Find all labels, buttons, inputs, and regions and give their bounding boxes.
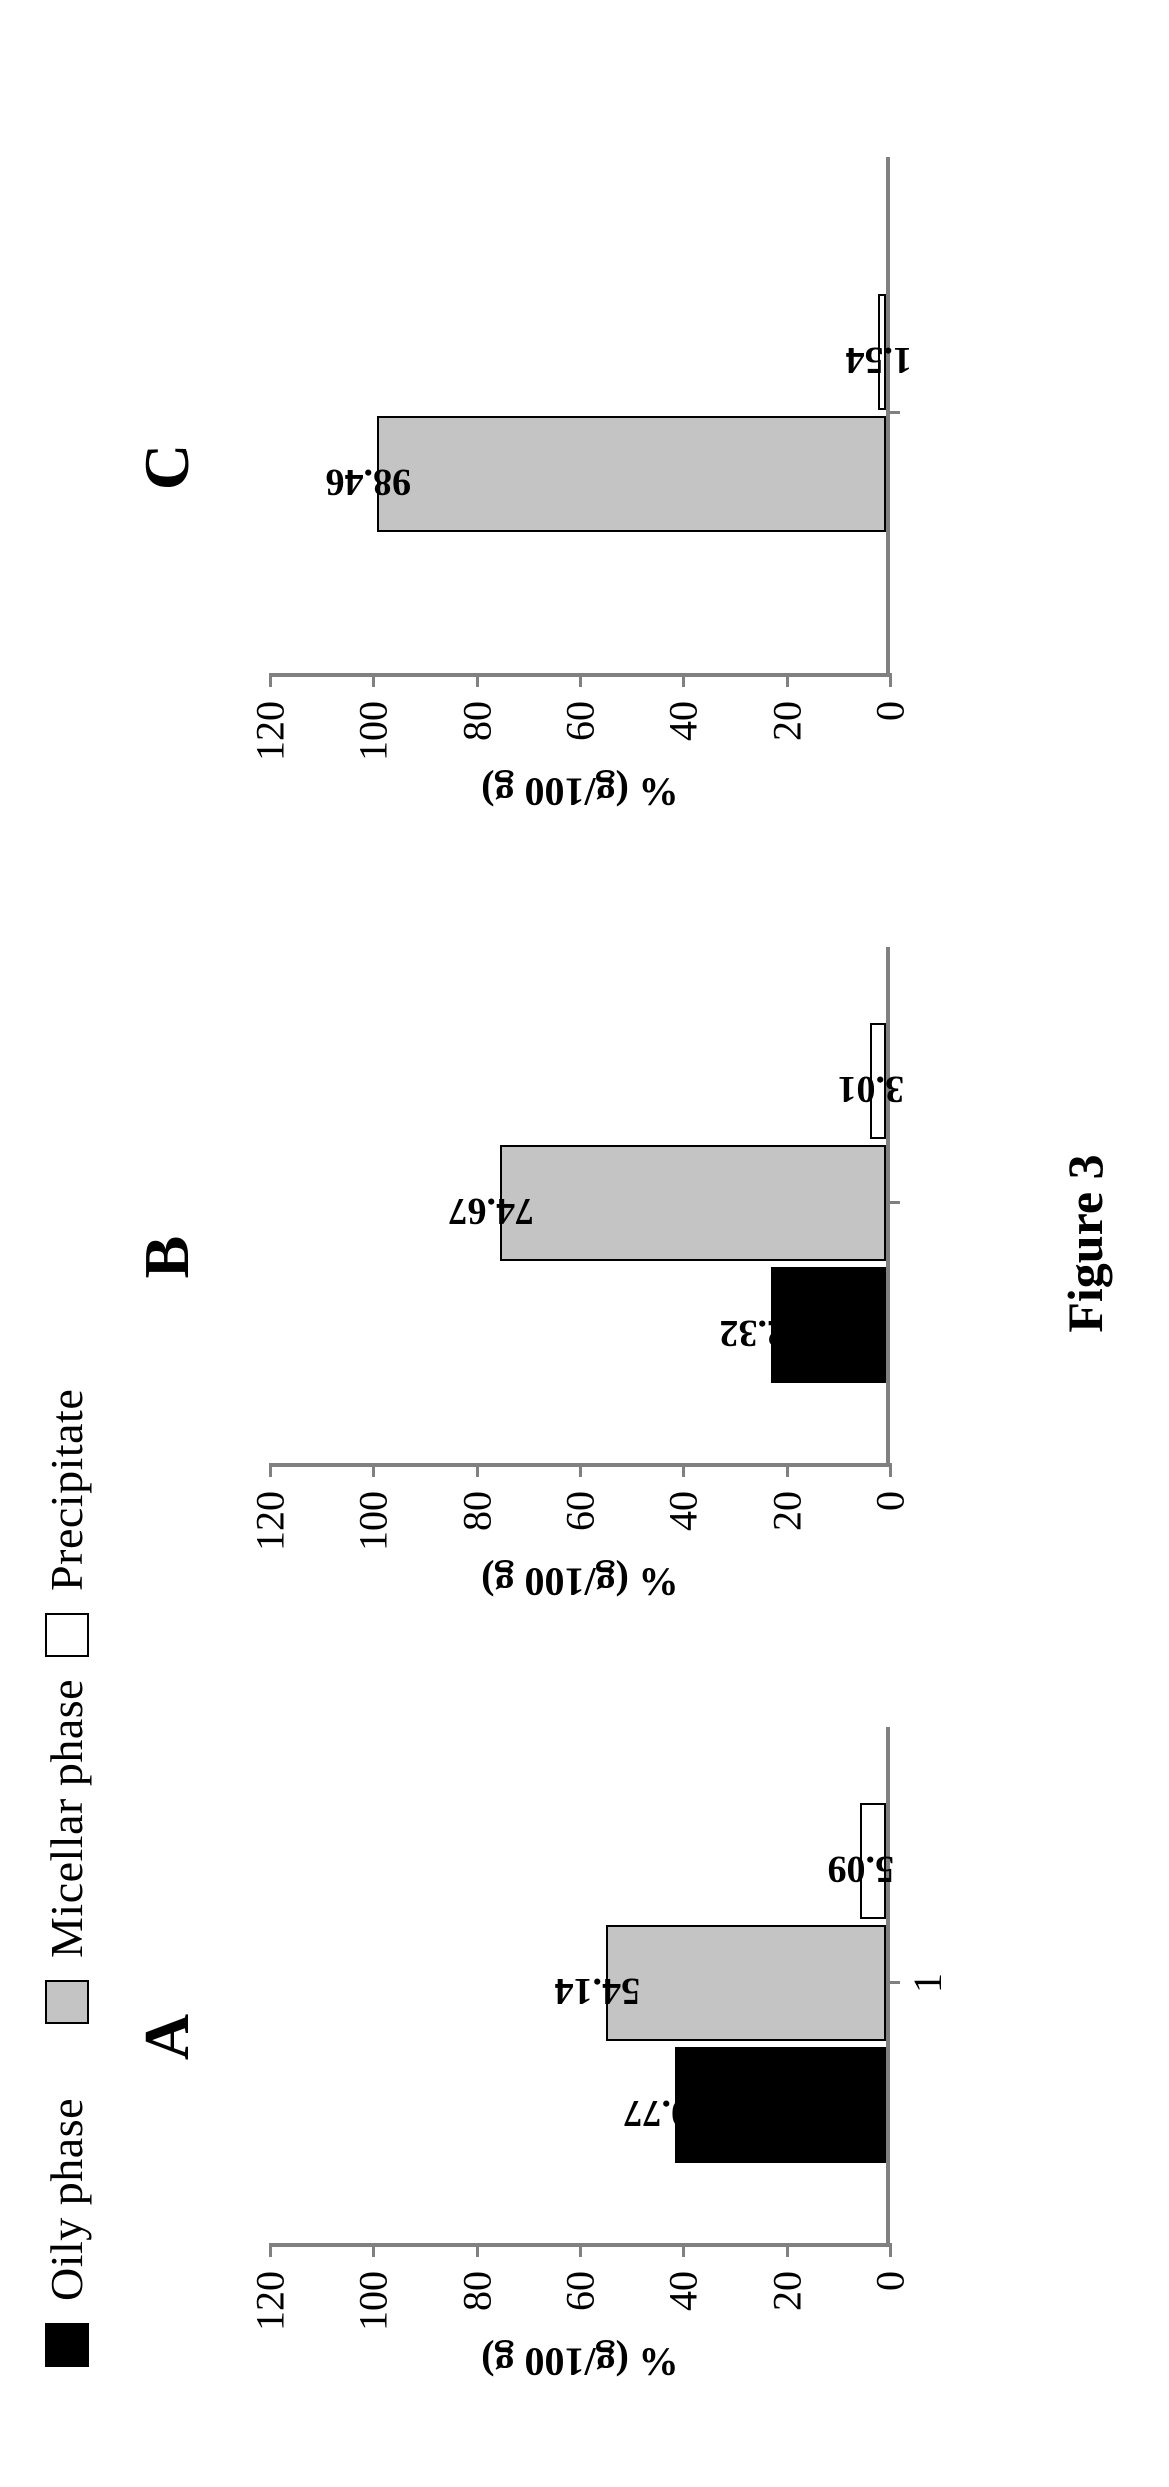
y-tick-label: 60 (557, 1491, 604, 1617)
y-tick-label: 40 (660, 1491, 707, 1617)
y-tick-label: 80 (453, 2271, 500, 2397)
bar-value-label: 74.67 (449, 1189, 535, 1233)
panel-title: A (130, 1677, 204, 2397)
y-tick (786, 1463, 789, 1477)
bar-value-label: 3.01 (838, 1067, 905, 1111)
y-tick-label: 60 (557, 701, 604, 827)
legend-label-precipitate: Precipitate (40, 1389, 93, 1591)
y-tick-label: 0 (867, 2271, 914, 2397)
y-tick (476, 1463, 479, 1477)
y-tick (579, 1463, 582, 1477)
x-tick (886, 1201, 900, 1204)
y-tick (269, 673, 272, 687)
y-tick-label: 100 (350, 1491, 397, 1617)
legend-label-oily: Oily phase (40, 2098, 93, 2301)
plot-area: 98.461.54 (270, 157, 890, 677)
y-tick-label: 0 (867, 701, 914, 827)
y-tick-label: 60 (557, 2271, 604, 2397)
y-tick (889, 2243, 892, 2257)
bar-value-label: 22.32 (719, 1311, 805, 1355)
bar-micellar (500, 1145, 886, 1261)
y-tick (579, 2243, 582, 2257)
panel-B: B% (g/100 g)22.3274.673.0102040608010012… (160, 897, 980, 1617)
y-tick-label: 20 (763, 2271, 810, 2397)
y-tick (372, 1463, 375, 1477)
y-tick-label: 80 (453, 1491, 500, 1617)
y-tick (682, 1463, 685, 1477)
plot-area: 22.3274.673.01 (270, 947, 890, 1467)
y-tick-label: 20 (763, 701, 810, 827)
y-tick (786, 2243, 789, 2257)
y-tick-label: 100 (350, 2271, 397, 2397)
panel-C: C% (g/100 g)98.461.54020406080100120 (160, 107, 980, 827)
y-tick-label: 80 (453, 701, 500, 827)
bar-value-label: 98.46 (326, 460, 412, 504)
y-tick (579, 673, 582, 687)
y-tick (269, 2243, 272, 2257)
bar-micellar (377, 416, 886, 532)
y-tick-label: 120 (247, 2271, 294, 2397)
bar-value-label: 54.14 (555, 1969, 641, 2013)
y-tick-label: 40 (660, 2271, 707, 2397)
y-tick-label: 40 (660, 701, 707, 827)
bar-value-label: 40.77 (624, 2091, 710, 2135)
square-icon (45, 1613, 89, 1657)
y-tick (476, 2243, 479, 2257)
x-category-label: 1 (904, 1973, 951, 1993)
y-tick-label: 100 (350, 701, 397, 827)
y-tick-label: 120 (247, 1491, 294, 1617)
y-tick-label: 20 (763, 1491, 810, 1617)
rotated-canvas: Oily phase Micellar phase Precipitate A%… (0, 0, 1169, 2487)
square-icon (45, 2323, 89, 2367)
y-tick (889, 1463, 892, 1477)
legend: Oily phase Micellar phase Precipitate (40, 1389, 93, 2367)
x-tick (886, 411, 900, 414)
panel-title: C (130, 107, 204, 827)
bar-value-label: 1.54 (846, 338, 913, 382)
y-tick (682, 2243, 685, 2257)
y-tick (476, 673, 479, 687)
panel-title: B (130, 897, 204, 1617)
plot-area: 40.7754.145.091 (270, 1727, 890, 2247)
legend-label-micellar: Micellar phase (40, 1679, 93, 1958)
y-tick (889, 673, 892, 687)
square-icon (45, 1980, 89, 2024)
y-tick (786, 673, 789, 687)
y-tick (682, 673, 685, 687)
y-tick-label: 120 (247, 701, 294, 827)
y-tick-label: 0 (867, 1491, 914, 1617)
bar-micellar (606, 1925, 886, 2041)
y-tick (372, 2243, 375, 2257)
x-tick (886, 1981, 900, 1984)
figure-caption: Figure 3 (1056, 0, 1114, 2487)
panel-A: A% (g/100 g)40.7754.145.0910204060801001… (160, 1677, 980, 2397)
y-tick (372, 673, 375, 687)
y-tick (269, 1463, 272, 1477)
page-stage: Oily phase Micellar phase Precipitate A%… (0, 0, 1169, 2487)
bar-value-label: 5.09 (827, 1847, 894, 1891)
